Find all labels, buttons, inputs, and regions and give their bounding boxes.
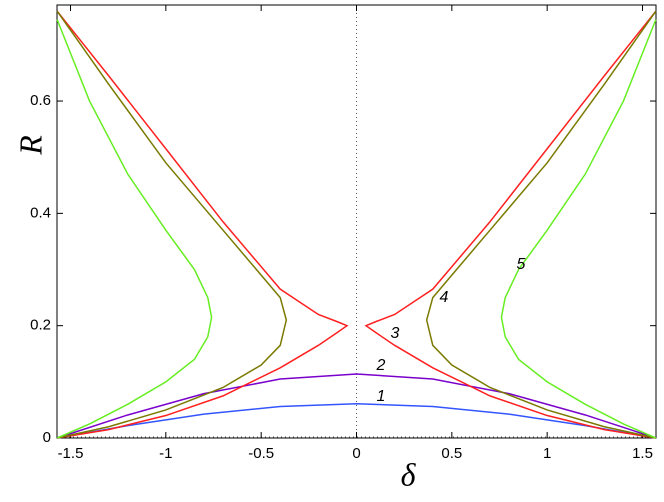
- series-line: [56, 10, 657, 439]
- x-tick-label: 1: [543, 445, 551, 462]
- curve-label: 5: [517, 256, 526, 273]
- series-line: [56, 19, 657, 439]
- x-tick-label: -0.5: [248, 445, 274, 462]
- x-axis-label: δ: [401, 456, 417, 492]
- y-axis-label: R: [12, 135, 48, 156]
- curve-label: 4: [440, 289, 449, 306]
- y-tick-label: 0.2: [30, 317, 51, 334]
- y-tick-label: 0.6: [30, 92, 51, 109]
- x-tick-label: 0.5: [441, 445, 462, 462]
- curve-label: 3: [391, 325, 400, 342]
- x-tick-label: -1.5: [58, 445, 84, 462]
- y-tick-label: 0.4: [30, 204, 51, 221]
- curve-label: 1: [377, 388, 386, 405]
- series-line: [57, 402, 656, 439]
- series-line: [56, 373, 657, 439]
- x-tick-label: -1: [159, 445, 172, 462]
- y-tick-label: 0: [43, 429, 51, 446]
- curve-label: 2: [376, 357, 386, 374]
- series-line: [56, 10, 657, 439]
- x-tick-label: 0: [352, 445, 360, 462]
- x-tick-label: 1.5: [632, 445, 653, 462]
